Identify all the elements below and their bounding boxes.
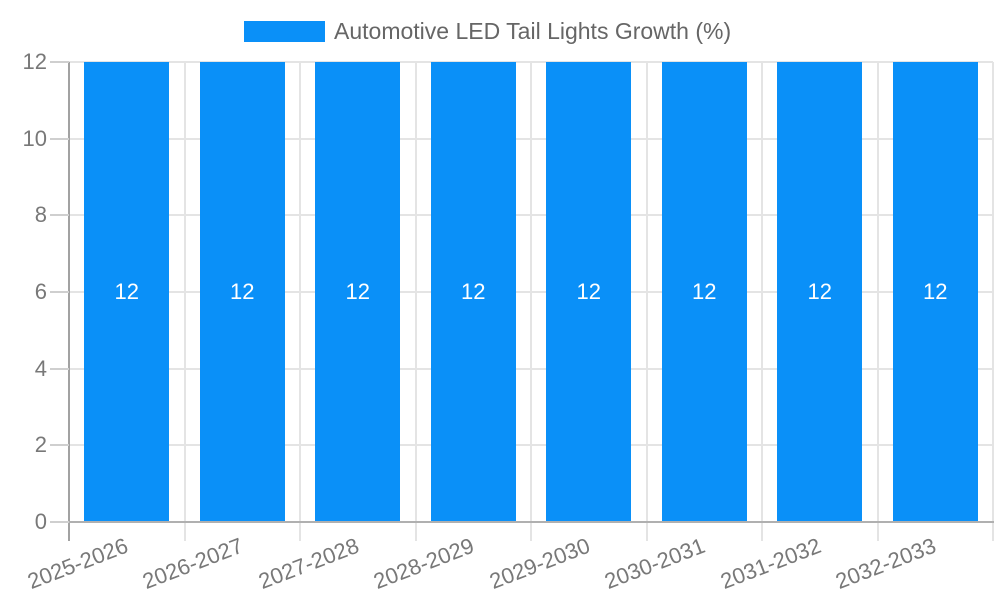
bar[interactable]: 12: [84, 62, 170, 522]
bar[interactable]: 12: [892, 62, 978, 522]
bar-value-label: 12: [461, 279, 486, 304]
y-tick-label: 8: [34, 202, 47, 228]
y-tick-mark: [50, 61, 69, 63]
v-gridline: [761, 62, 763, 541]
y-axis-line: [68, 62, 70, 541]
y-tick-mark: [50, 214, 69, 217]
x-axis-line: [68, 521, 994, 523]
bar[interactable]: 12: [661, 62, 747, 522]
y-tick-mark: [50, 521, 69, 523]
y-tick-label: 0: [34, 509, 47, 534]
bar-value-label: 12: [230, 279, 255, 304]
v-gridline: [530, 62, 532, 541]
legend-swatch: [244, 20, 325, 42]
bar-value-label: 12: [114, 279, 139, 304]
bar[interactable]: 12: [199, 62, 285, 522]
bar-value-label: 12: [807, 279, 832, 304]
bar[interactable]: 12: [430, 62, 516, 522]
bar-value-label: 12: [923, 279, 948, 304]
y-tick-mark: [50, 291, 69, 293]
x-tick-label: 2031-2032: [716, 532, 825, 594]
y-tick-mark: [50, 444, 69, 447]
x-tick-label: 2025-2026: [23, 532, 132, 594]
v-gridline: [183, 62, 186, 541]
y-tick-mark: [50, 367, 69, 370]
x-tick-label: 2030-2031: [601, 532, 709, 594]
bar[interactable]: 12: [777, 62, 863, 522]
y-tick-label: 4: [34, 355, 47, 381]
v-gridline: [645, 62, 648, 541]
legend-label: Automotive LED Tail Lights Growth (%): [334, 17, 732, 44]
y-tick-label: 10: [22, 125, 47, 151]
bar-value-label: 12: [345, 279, 370, 304]
x-tick-label: 2029-2030: [485, 532, 594, 594]
y-tick-label: 2: [34, 432, 47, 458]
legend: Automotive LED Tail Lights Growth (%): [244, 17, 732, 44]
x-tick-label: 2026-2027: [139, 532, 247, 594]
y-tick-mark: [50, 137, 69, 140]
bar[interactable]: 12: [546, 62, 632, 522]
x-tick-label: 2032-2033: [832, 532, 940, 594]
v-gridline: [414, 62, 417, 541]
v-gridline: [876, 62, 879, 541]
bar[interactable]: 12: [315, 62, 401, 522]
v-gridline: [992, 62, 994, 541]
x-tick-label: 2027-2028: [254, 532, 363, 594]
v-gridline: [299, 62, 301, 541]
bar-value-label: 12: [576, 279, 601, 304]
bar-value-label: 12: [692, 279, 717, 304]
x-tick-label: 2028-2029: [370, 532, 478, 594]
y-tick-label: 12: [22, 49, 47, 74]
y-tick-label: 6: [34, 279, 47, 304]
